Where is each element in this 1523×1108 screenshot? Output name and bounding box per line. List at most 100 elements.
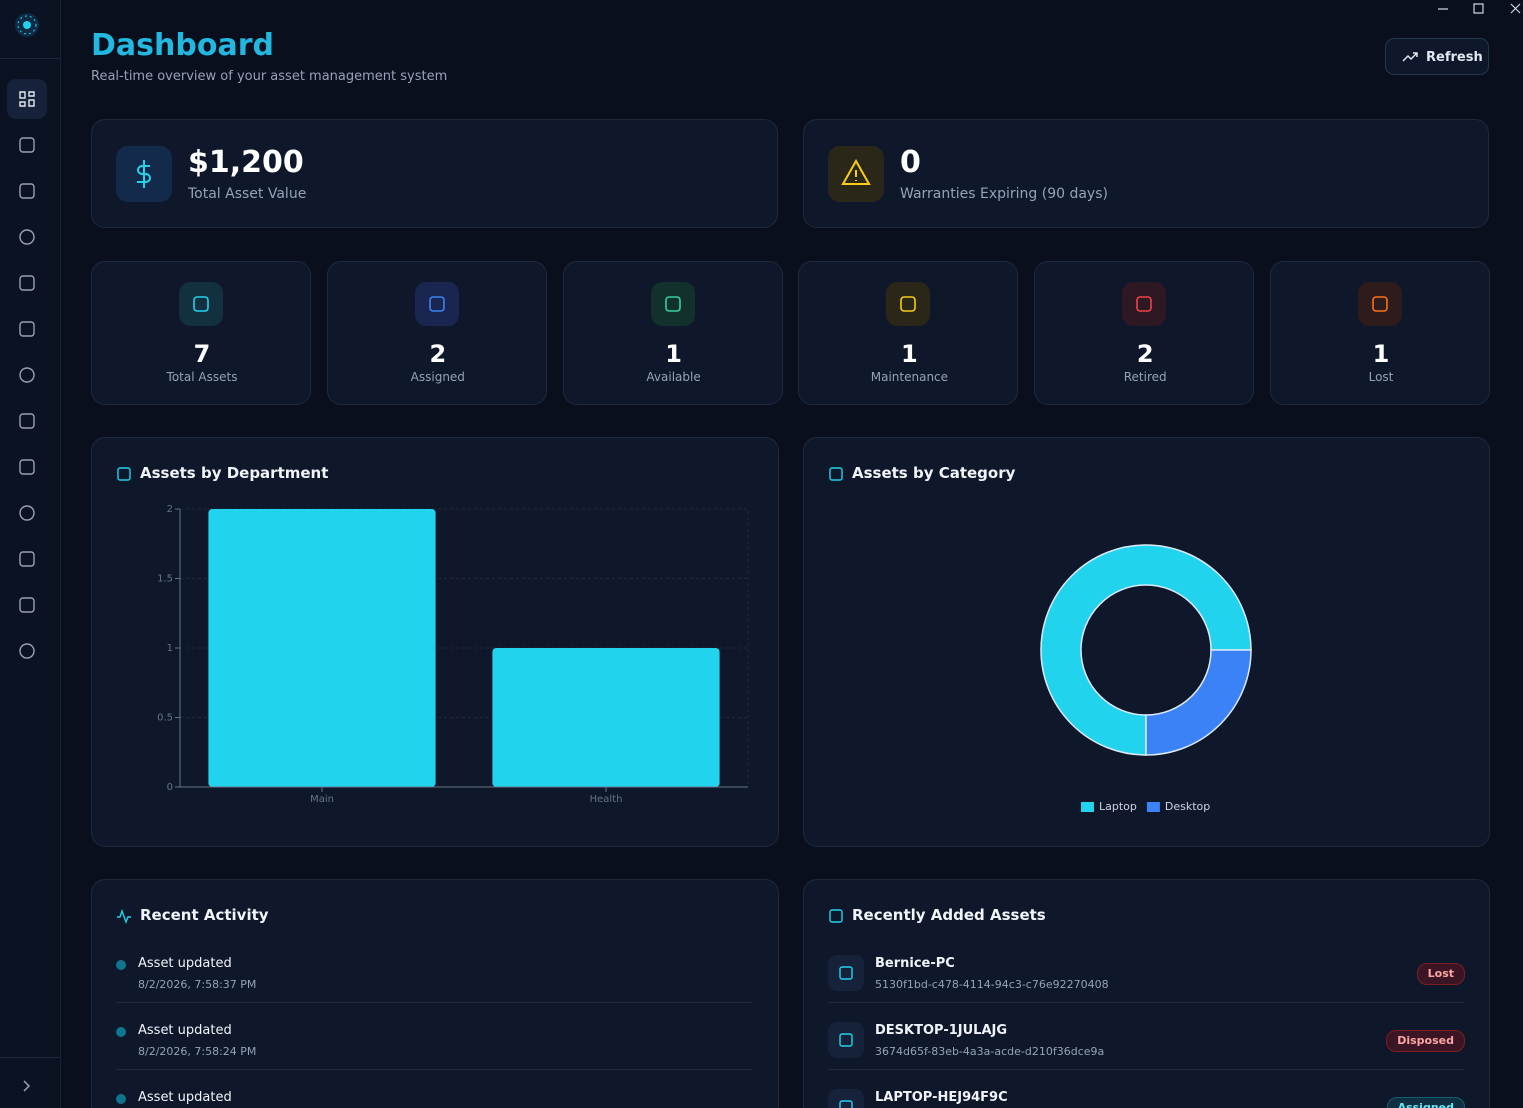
- summary-value: 0: [900, 145, 921, 180]
- icon-glyph: [193, 296, 209, 312]
- asset-name: DESKTOP-1JULAJG: [875, 1023, 1008, 1038]
- x-tick-label: Main: [310, 794, 334, 805]
- nav-glyph: [19, 229, 35, 245]
- y-tick-label: 0: [167, 782, 173, 793]
- y-tick-label: 0.5: [157, 713, 173, 724]
- icon-glyph: [839, 966, 853, 980]
- status-icon: [650, 282, 695, 326]
- icon-box: [828, 955, 864, 991]
- donut-slice: [1145, 649, 1252, 756]
- nav-icon[interactable]: [18, 274, 36, 292]
- panel-title: Recent Activity: [140, 906, 269, 924]
- nav-icon[interactable]: [18, 412, 36, 430]
- page-title: Dashboard: [91, 28, 274, 63]
- divider: [828, 1002, 1465, 1003]
- summary-value: $1,200: [188, 145, 304, 180]
- legend-label: Laptop: [1099, 800, 1137, 813]
- nav-glyph: [19, 91, 35, 107]
- panel-title: Assets by Department: [140, 464, 329, 482]
- status-count: 7: [193, 340, 211, 368]
- icon-box: [414, 282, 459, 326]
- icon-glyph: [900, 296, 917, 312]
- status-badge: Lost: [1416, 963, 1465, 985]
- nav-glyph: [19, 275, 35, 291]
- panel-icon: [829, 909, 843, 923]
- icon-box: [1358, 282, 1402, 326]
- window-controls[interactable]: [1430, 0, 1523, 18]
- status-label: Total Assets: [166, 370, 238, 384]
- panel-icon: [829, 467, 843, 481]
- divider: [116, 1002, 753, 1003]
- icon-glyph: [117, 467, 131, 481]
- logo: [15, 13, 39, 37]
- summary-icon: [828, 146, 884, 202]
- nav-glyph: [19, 505, 35, 521]
- icon-glyph: [841, 158, 871, 185]
- icon-box: [828, 1022, 864, 1058]
- bar: [492, 648, 720, 787]
- activity-dot: [116, 960, 126, 970]
- y-tick-label: 1.5: [157, 574, 173, 585]
- status-count: 1: [901, 340, 918, 368]
- activity-time: 8/2/2026, 7:58:24 PM: [138, 1045, 257, 1058]
- icon-glyph: [1372, 296, 1388, 312]
- activity-action: Asset updated: [138, 1023, 232, 1038]
- status-label: Assigned: [410, 370, 465, 384]
- panel-icon: [117, 467, 131, 481]
- nav-icon[interactable]: [18, 182, 36, 200]
- nav-icon[interactable]: [18, 320, 36, 338]
- status-badge: Assigned: [1386, 1097, 1465, 1108]
- nav-icon[interactable]: [18, 504, 36, 522]
- asset-name: Bernice-PC: [875, 956, 955, 971]
- donut-chart: Laptop Desktop: [1040, 544, 1252, 813]
- nav-icon[interactable]: [18, 90, 36, 108]
- nav-icon[interactable]: [18, 596, 36, 614]
- summary-label: Total Asset Value: [188, 186, 307, 202]
- asset-icon: [828, 1022, 864, 1058]
- collapse-button[interactable]: [20, 1078, 34, 1094]
- status-label: Retired: [1123, 370, 1167, 384]
- status-count: 2: [429, 340, 447, 368]
- status-icon: [886, 282, 931, 326]
- nav-icon[interactable]: [18, 642, 36, 660]
- refresh-label: Refresh: [1426, 50, 1483, 65]
- status-count: 1: [1372, 340, 1390, 368]
- summary-label: Warranties Expiring (90 days): [900, 186, 1108, 202]
- refresh-button[interactable]: Refresh: [1385, 38, 1489, 75]
- legend-label: Desktop: [1165, 800, 1210, 813]
- nav-glyph: [19, 137, 35, 153]
- divider: [828, 1069, 1465, 1070]
- nav-glyph: [19, 321, 35, 337]
- icon-glyph: [839, 1100, 853, 1108]
- donut-slice: [1040, 544, 1252, 756]
- status-label: Lost: [1368, 370, 1394, 384]
- refresh-icon: [1402, 52, 1418, 62]
- y-tick-label: 1: [167, 643, 173, 654]
- nav-glyph: [19, 367, 35, 383]
- legend-swatch: [1081, 802, 1094, 812]
- status-badge: Disposed: [1386, 1030, 1465, 1052]
- icon-box: [828, 1089, 864, 1108]
- icon-box: [1122, 282, 1167, 326]
- asset-id: 3674d65f-83eb-4a3a-acde-d210f36dce9a: [875, 1045, 1105, 1058]
- nav-icon[interactable]: [18, 228, 36, 246]
- nav-icon[interactable]: [18, 458, 36, 476]
- status-count: 1: [665, 340, 682, 368]
- page-subtitle: Real-time overview of your asset managem…: [91, 69, 448, 84]
- icon-box: [650, 282, 695, 326]
- nav-glyph: [19, 413, 35, 429]
- summary-icon: [116, 146, 172, 202]
- nav-icon[interactable]: [18, 550, 36, 568]
- icon-glyph: [137, 160, 151, 188]
- nav-icon[interactable]: [18, 366, 36, 384]
- status-icon: [1122, 282, 1167, 326]
- nav-icon[interactable]: [18, 136, 36, 154]
- icon-glyph: [839, 1033, 853, 1047]
- status-icon: [179, 282, 223, 326]
- activity-dot: [116, 1094, 126, 1104]
- activity-time: 8/2/2026, 7:58:37 PM: [138, 978, 257, 991]
- status-label: Maintenance: [870, 370, 949, 384]
- x-tick-label: Health: [590, 794, 623, 805]
- icon-glyph: [1136, 296, 1152, 312]
